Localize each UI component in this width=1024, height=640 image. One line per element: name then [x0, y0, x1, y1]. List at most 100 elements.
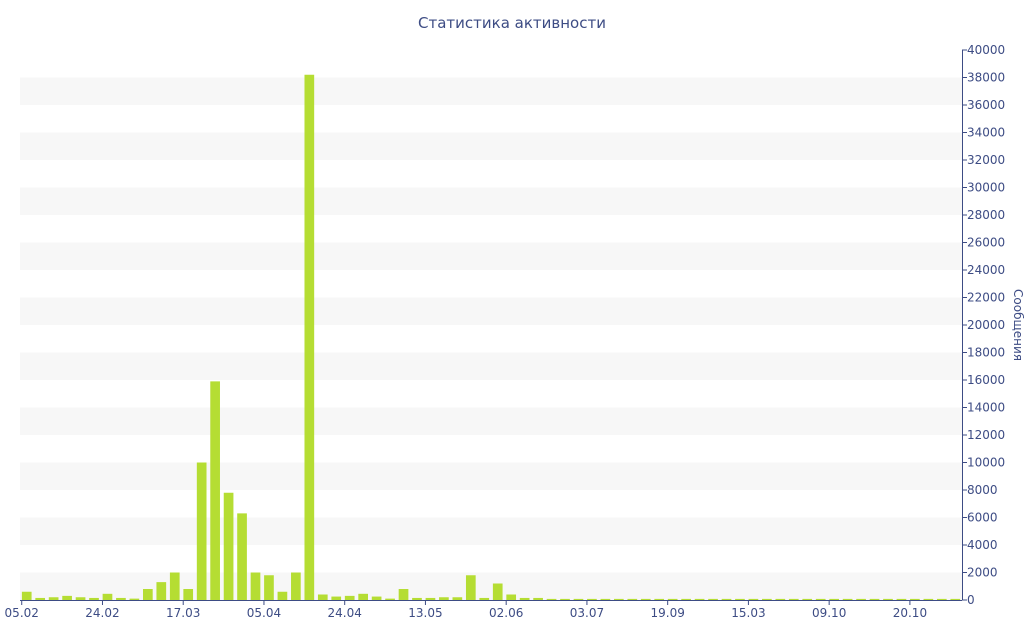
bar[interactable] [560, 598, 570, 600]
x-tick-label: 19.09 [650, 606, 684, 620]
bar[interactable] [277, 591, 288, 600]
x-tick-label: 05.04 [247, 606, 281, 620]
bar[interactable] [264, 575, 274, 600]
bar[interactable] [196, 462, 207, 601]
bar[interactable] [856, 598, 866, 600]
x-tick-label: 09.10 [812, 606, 846, 620]
y-axis: 0 2000 4000 6000 8000 10000 12000 14000 16000 180… [962, 43, 1005, 607]
bar[interactable] [210, 381, 220, 600]
bar[interactable] [735, 598, 745, 600]
bar[interactable] [304, 74, 315, 600]
x-tick-label: 24.04 [328, 606, 362, 620]
bar[interactable] [936, 598, 947, 600]
bar[interactable] [102, 593, 113, 600]
grid-band [20, 517, 962, 545]
grid-band [20, 132, 962, 160]
bar[interactable] [358, 593, 369, 600]
y-tick-label: 36000 [967, 98, 1005, 112]
y-tick-label: 24000 [967, 263, 1005, 277]
bar[interactable] [169, 572, 180, 601]
bar[interactable] [156, 582, 167, 600]
bar[interactable] [291, 572, 301, 601]
bar[interactable] [883, 598, 893, 600]
y-tick-label: 14000 [967, 401, 1005, 415]
y-tick-label: 34000 [967, 126, 1005, 140]
bar[interactable] [573, 598, 584, 600]
bar[interactable] [613, 598, 624, 600]
y-tick-label: 18000 [967, 346, 1005, 360]
x-tick-label: 24.02 [85, 606, 119, 620]
y-tick-label: 6000 [967, 511, 998, 525]
x-tick-label: 20.10 [893, 606, 927, 620]
bar[interactable] [519, 597, 530, 600]
y-tick-label: 26000 [967, 236, 1005, 250]
bar[interactable] [721, 598, 732, 600]
bar[interactable] [950, 598, 961, 600]
bar[interactable] [708, 598, 718, 600]
bar[interactable] [75, 597, 86, 600]
bar[interactable] [129, 598, 140, 600]
bar[interactable] [398, 589, 409, 600]
bar[interactable] [62, 595, 72, 600]
bar[interactable] [465, 575, 476, 600]
grid-band [20, 77, 962, 105]
bar[interactable] [762, 598, 772, 600]
bar[interactable] [546, 598, 557, 600]
bar[interactable] [506, 594, 517, 601]
bar[interactable] [344, 595, 355, 600]
bar[interactable] [412, 597, 422, 600]
bar[interactable] [492, 583, 503, 601]
bar-series [21, 74, 961, 601]
bar[interactable] [237, 513, 247, 600]
grid-band [20, 297, 962, 325]
bar[interactable] [587, 598, 597, 600]
bar[interactable] [142, 589, 153, 600]
bar[interactable] [452, 597, 463, 600]
y-tick-label: 32000 [967, 153, 1005, 167]
bar[interactable] [385, 598, 395, 600]
y-axis-label: Сообщения [1011, 289, 1024, 361]
bar[interactable] [425, 597, 436, 600]
y-tick-label: 0 [967, 593, 975, 607]
bar[interactable] [223, 492, 234, 600]
bar[interactable] [896, 598, 907, 600]
bar[interactable] [842, 598, 853, 600]
bar[interactable] [788, 598, 799, 600]
bar[interactable] [748, 598, 759, 600]
bar[interactable] [479, 597, 490, 600]
bar[interactable] [331, 596, 342, 600]
bar[interactable] [89, 597, 99, 600]
bar[interactable] [48, 597, 59, 600]
bar[interactable] [371, 596, 382, 600]
bar[interactable] [627, 598, 638, 600]
y-tick-label: 28000 [967, 208, 1005, 222]
y-tick-label: 22000 [967, 291, 1005, 305]
bar[interactable] [600, 598, 611, 600]
bar[interactable] [116, 597, 126, 600]
y-tick-label: 16000 [967, 373, 1005, 387]
bar[interactable] [869, 598, 880, 600]
bar[interactable] [183, 589, 194, 600]
x-tick-label: 15.03 [731, 606, 765, 620]
bar[interactable] [640, 598, 651, 600]
bar[interactable] [21, 591, 32, 600]
bar[interactable] [439, 597, 449, 600]
bar[interactable] [250, 572, 261, 601]
bar[interactable] [654, 598, 665, 600]
bar[interactable] [681, 598, 691, 600]
bar[interactable] [667, 598, 678, 600]
bar[interactable] [815, 598, 826, 600]
grid-band [20, 352, 962, 380]
bar[interactable] [923, 598, 934, 600]
bar[interactable] [35, 597, 46, 600]
bar[interactable] [533, 597, 543, 600]
bar[interactable] [829, 598, 840, 600]
bar[interactable] [317, 594, 328, 601]
bar[interactable] [910, 598, 920, 600]
y-tick-label: 4000 [967, 538, 998, 552]
y-tick-label: 40000 [967, 43, 1005, 57]
bar[interactable] [694, 598, 705, 600]
y-tick-label: 10000 [967, 456, 1005, 470]
bar[interactable] [802, 598, 813, 600]
bar[interactable] [775, 598, 786, 600]
